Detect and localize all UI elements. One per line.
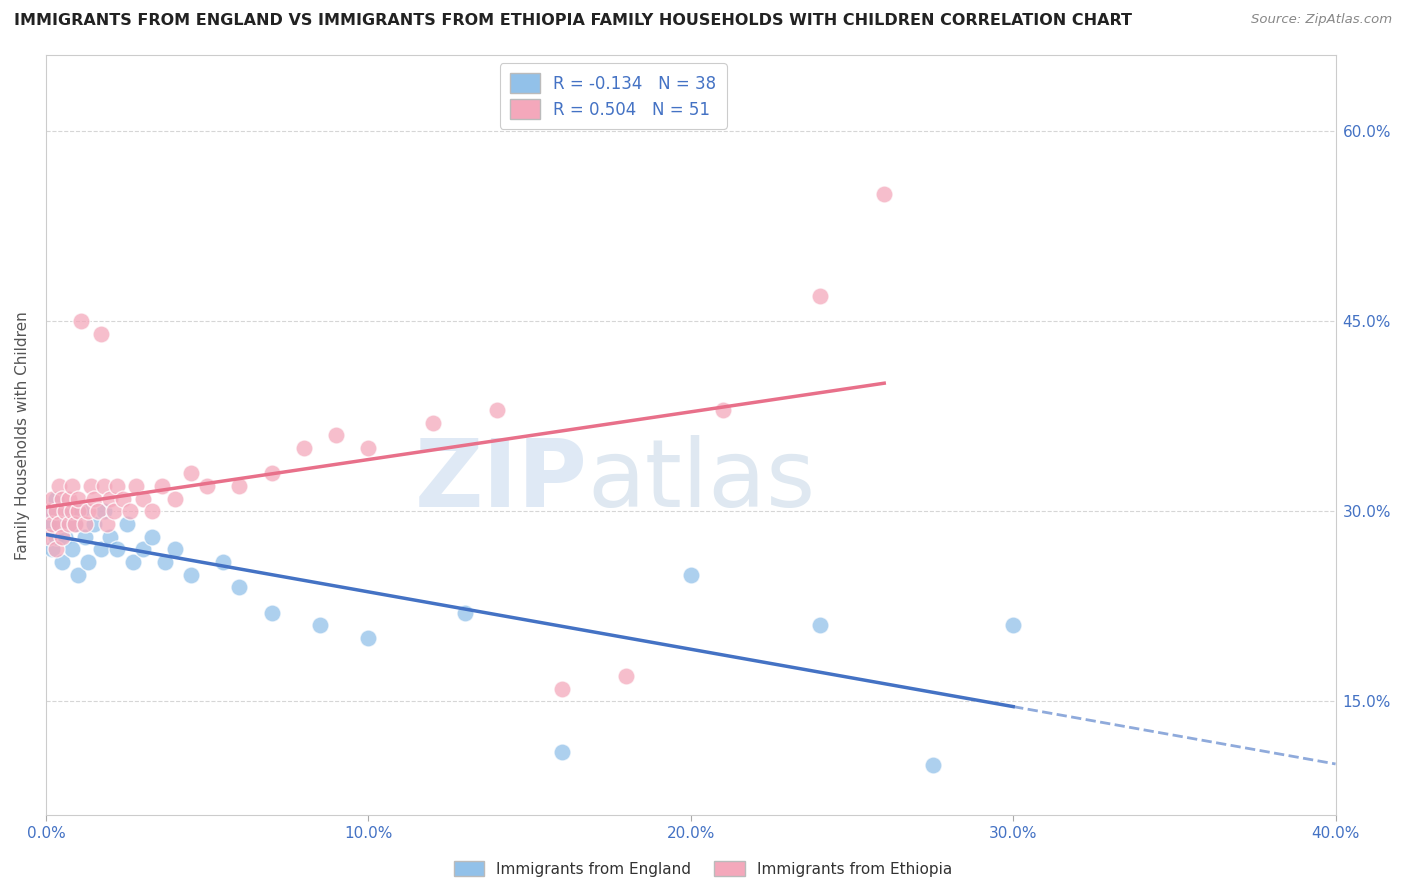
Point [45,504,67,518]
Point [1002,618,1025,632]
Point [93,479,115,493]
Point [614,669,637,683]
Point [228,479,250,493]
Point [551,681,574,696]
Point [357,441,380,455]
Point [70,504,93,518]
Point [38,529,60,543]
Point [131,542,153,557]
Point [63,516,86,531]
Point [122,555,145,569]
Point [180,567,202,582]
Point [873,187,896,202]
Point [150,479,173,493]
Point [58,504,80,518]
Point [80,479,103,493]
Point [51,555,73,569]
Point [679,567,702,582]
Point [77,555,100,569]
Point [41,516,63,531]
Point [486,402,509,417]
Point [141,504,163,518]
Point [45,529,67,543]
Y-axis label: Family Households with Children: Family Households with Children [15,310,30,559]
Point [155,555,177,569]
Point [45,542,67,557]
Point [60,504,83,518]
Point [48,516,70,531]
Point [53,504,76,518]
Point [48,479,70,493]
Point [60,479,83,493]
Point [83,491,105,506]
Point [90,542,112,557]
Point [105,542,128,557]
Point [53,529,76,543]
Text: ZIP: ZIP [415,434,588,527]
Point [115,516,138,531]
Point [808,618,831,632]
Point [422,416,444,430]
Point [292,441,315,455]
Point [67,491,90,506]
Point [67,504,90,518]
Point [41,491,63,506]
Text: Source: ZipAtlas.com: Source: ZipAtlas.com [1251,13,1392,27]
Legend: Immigrants from England, Immigrants from Ethiopia: Immigrants from England, Immigrants from… [446,853,960,884]
Point [63,516,86,531]
Point [96,516,118,531]
Point [58,491,80,506]
Point [921,757,943,772]
Point [38,504,60,518]
Point [73,529,96,543]
Point [100,491,122,506]
Point [51,529,73,543]
Point [60,542,83,557]
Point [260,606,283,620]
Point [808,289,831,303]
Point [38,516,60,531]
Point [93,504,115,518]
Point [77,504,100,518]
Point [141,529,163,543]
Point [67,567,90,582]
Point [195,479,218,493]
Point [260,466,283,480]
Point [58,516,80,531]
Legend: R = -0.134   N = 38, R = 0.504   N = 51: R = -0.134 N = 38, R = 0.504 N = 51 [501,63,727,128]
Point [118,504,141,518]
Point [325,428,347,442]
Point [41,542,63,557]
Point [48,516,70,531]
Text: IMMIGRANTS FROM ENGLAND VS IMMIGRANTS FROM ETHIOPIA FAMILY HOUSEHOLDS WITH CHILD: IMMIGRANTS FROM ENGLAND VS IMMIGRANTS FR… [14,13,1132,29]
Point [180,466,202,480]
Point [131,491,153,506]
Text: atlas: atlas [588,434,815,527]
Point [309,618,332,632]
Point [711,402,734,417]
Point [45,491,67,506]
Point [105,479,128,493]
Point [103,504,125,518]
Point [41,504,63,518]
Point [551,745,574,759]
Point [86,504,108,518]
Point [83,516,105,531]
Point [357,631,380,645]
Point [112,491,135,506]
Point [212,555,235,569]
Point [454,606,477,620]
Point [228,580,250,594]
Point [100,529,122,543]
Point [163,542,186,557]
Point [51,491,73,506]
Point [90,326,112,341]
Point [70,314,93,328]
Point [73,516,96,531]
Point [163,491,186,506]
Point [125,479,148,493]
